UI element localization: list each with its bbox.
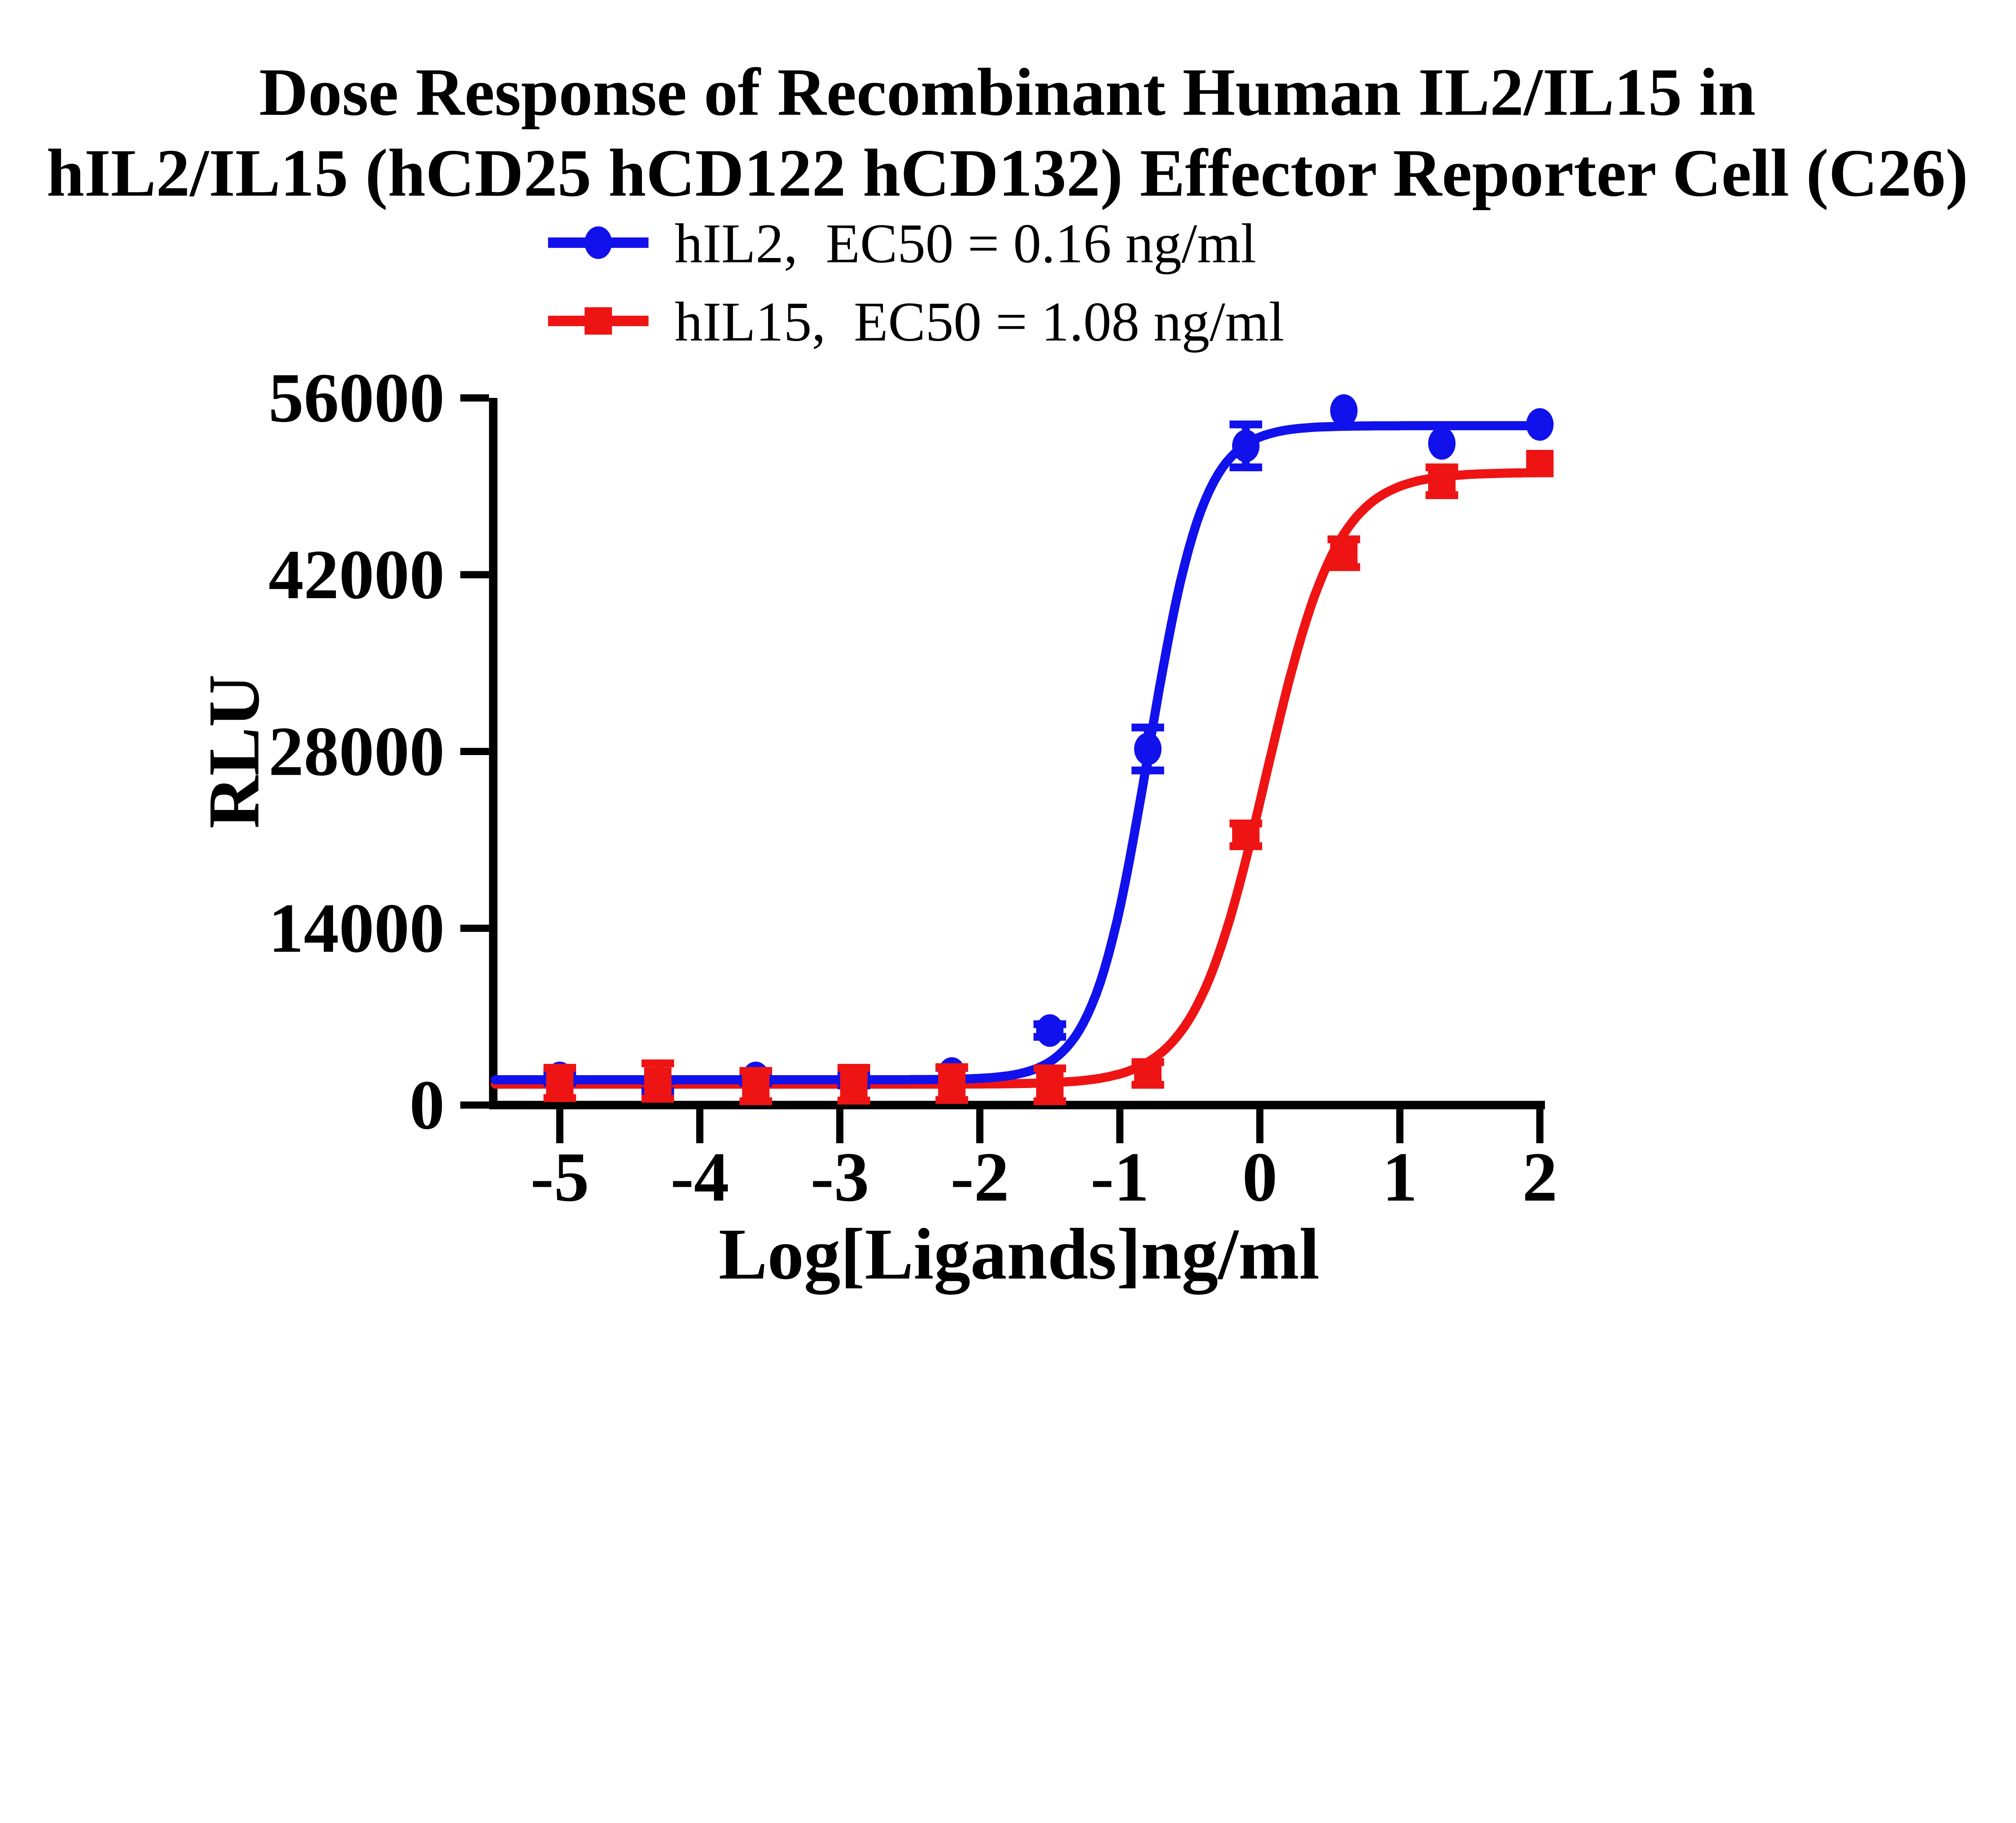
dose-response-chart: Dose Response of Recombinant Human IL2/I… — [47, 55, 1968, 1295]
hil2-marker — [1134, 733, 1162, 766]
y-tick-label: 28000 — [269, 712, 445, 790]
x-tick-label: 0 — [1242, 1138, 1277, 1216]
y-tick-label: 0 — [409, 1065, 444, 1144]
chart-title-line1: Dose Response of Recombinant Human IL2/I… — [259, 55, 1756, 130]
plot-area — [491, 394, 1554, 1105]
hil15-fit-curve — [491, 468, 1542, 1089]
x-tick-label: -3 — [810, 1138, 869, 1216]
hil2-legend-circle-icon — [584, 226, 612, 259]
dose-response-figure: Dose Response of Recombinant Human IL2/I… — [46, 54, 1968, 1295]
hil15-marker — [1526, 450, 1554, 477]
hil2-marker — [1036, 1014, 1064, 1047]
hil2-marker — [1526, 408, 1554, 441]
legend-item-hil2: hIL2, EC50 = 0.16 ng/ml — [548, 212, 1256, 275]
hil2-marker — [1428, 427, 1456, 460]
x-tick-label: -5 — [531, 1138, 589, 1216]
hil15-marker — [1232, 821, 1260, 849]
y-tick-label: 56000 — [269, 358, 445, 437]
legend: hIL2, EC50 = 0.16 ng/ml hIL15, EC50 = 1.… — [548, 212, 1284, 353]
x-tick-label: -4 — [671, 1138, 729, 1216]
x-tick-label: 2 — [1522, 1138, 1557, 1216]
chart-title-line2: hIL2/IL15 (hCD25 hCD122 hCD132) Effector… — [47, 135, 1968, 210]
axes: 0 14000 28000 42000 56000 -5 -4 -3 -2 -1 0 1 2 — [269, 358, 1558, 1216]
legend-item-hil15: hIL15, EC50 = 1.08 ng/ml — [548, 291, 1284, 353]
x-axis-title: Log[Ligands]ng/ml — [719, 1214, 1319, 1295]
hil2-legend-label: hIL2, EC50 = 0.16 ng/ml — [675, 212, 1256, 275]
hil15-marker — [546, 1069, 574, 1097]
hil2-marker — [1232, 429, 1260, 462]
hil15-marker — [1428, 467, 1456, 495]
hil15-marker — [742, 1072, 770, 1100]
y-axis-title: RLU — [194, 674, 275, 829]
x-tick-label: 1 — [1382, 1138, 1417, 1216]
x-tick-label: -2 — [950, 1138, 1009, 1216]
y-tick-label: 14000 — [269, 889, 445, 967]
y-tick-label: 42000 — [269, 535, 445, 614]
hil15-marker — [938, 1070, 966, 1097]
axis-frame — [489, 398, 1545, 1109]
hil15-marker — [644, 1067, 672, 1095]
hil15-marker — [1330, 539, 1358, 567]
hil15-marker — [1036, 1071, 1064, 1099]
hil15-legend-label: hIL15, EC50 = 1.08 ng/ml — [675, 291, 1284, 353]
hil15-legend-square-icon — [584, 307, 612, 335]
x-tick-label: -1 — [1091, 1138, 1150, 1216]
hil15-marker — [1134, 1059, 1162, 1087]
hil2-marker — [1330, 394, 1358, 427]
hil15-marker — [840, 1070, 868, 1098]
hil2-fit-curve — [491, 421, 1542, 1084]
